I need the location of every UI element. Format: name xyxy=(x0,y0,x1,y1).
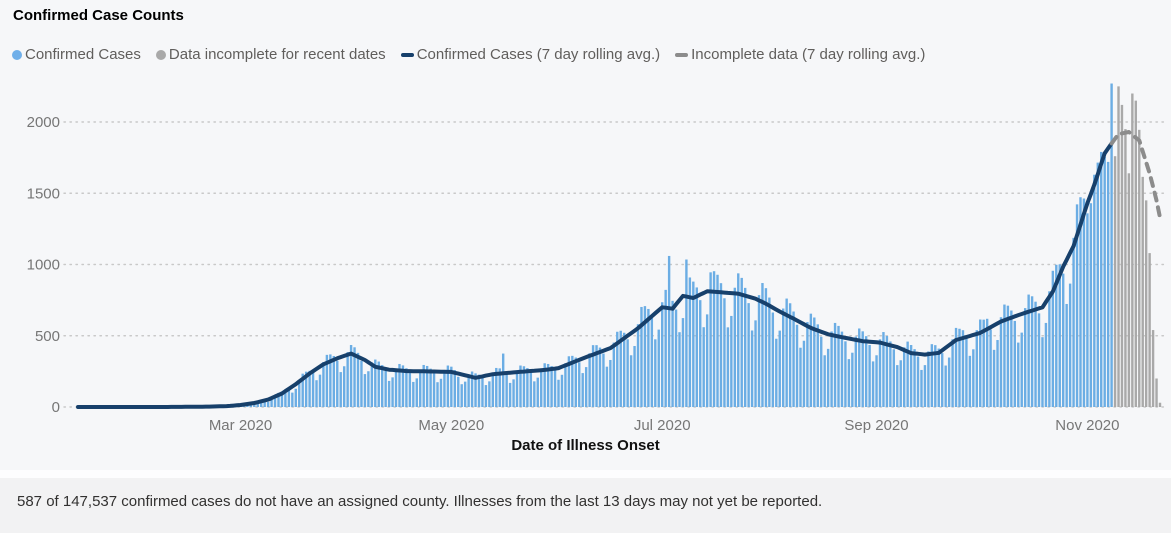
legend-item-3[interactable]: Incomplete data (7 day rolling avg.) xyxy=(675,46,925,63)
x-axis-title: Date of Illness Onset xyxy=(511,437,660,454)
y-tick-label: 1000 xyxy=(27,257,60,274)
legend-item-0[interactable]: Confirmed Cases xyxy=(12,46,141,63)
legend-dash-icon xyxy=(400,52,414,57)
rolling-avg-line[interactable] xyxy=(76,141,1114,409)
incomplete-avg-line[interactable] xyxy=(1109,130,1162,220)
y-tick-label: 0 xyxy=(52,399,60,416)
legend-dash-icon xyxy=(675,52,689,57)
y-tick-label: 500 xyxy=(35,328,60,345)
legend-label: Confirmed Cases (7 day rolling avg.) xyxy=(416,46,661,63)
y-tick-label: 1500 xyxy=(27,185,60,202)
footer-note: 587 of 147,537 confirmed cases do not ha… xyxy=(17,493,823,510)
legend-dot-icon xyxy=(12,49,22,60)
legend-label: Incomplete data (7 day rolling avg.) xyxy=(691,46,926,63)
legend-item-1[interactable]: Data incomplete for recent dates xyxy=(155,46,386,63)
x-tick-label: Mar 2020 xyxy=(209,417,272,434)
x-tick-labels: Mar 2020 May 2020 Jul 2020 Sep 2020 Nov 2020 xyxy=(209,417,1120,434)
x-tick-label: Nov 2020 xyxy=(1055,417,1119,434)
incomplete-bars[interactable] xyxy=(1113,86,1162,408)
x-tick-label: May 2020 xyxy=(418,417,484,434)
case-counts-chart[interactable]: 0 500 1000 1500 2000 Mar 2020 May 2020 Jul 2020… xyxy=(0,0,1171,470)
legend-label: Confirmed Cases xyxy=(25,46,141,63)
confirmed-bars[interactable] xyxy=(170,83,1113,408)
x-tick-label: Jul 2020 xyxy=(634,417,691,434)
legend-label: Data incomplete for recent dates xyxy=(168,46,386,63)
footer-bar: 587 of 147,537 confirmed cases do not ha… xyxy=(0,478,1171,533)
section-divider xyxy=(0,470,1171,478)
y-gridlines: 0 500 1000 1500 2000 xyxy=(27,114,1167,416)
x-tick-label: Sep 2020 xyxy=(844,417,908,434)
page-title: Confirmed Case Counts xyxy=(13,7,184,24)
legend-dot-icon xyxy=(155,49,166,60)
legend-item-2[interactable]: Confirmed Cases (7 day rolling avg.) xyxy=(400,46,661,63)
legend: Confirmed Cases Data incomplete for recen… xyxy=(12,46,1163,63)
y-tick-label: 2000 xyxy=(27,114,60,131)
